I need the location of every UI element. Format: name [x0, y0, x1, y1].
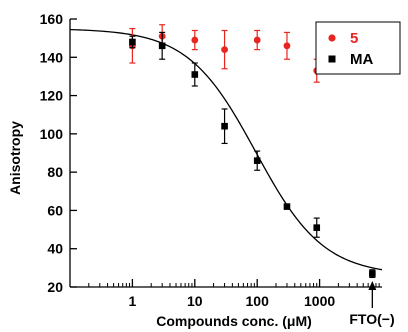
data-point	[283, 203, 291, 210]
legend-marker	[328, 34, 336, 42]
y-axis-title: Anisotropy	[7, 121, 23, 195]
x-tick-label: 1000	[304, 293, 335, 309]
data-point	[253, 157, 261, 164]
legend-box	[315, 21, 401, 75]
data-point	[369, 270, 376, 277]
y-tick-label: 100	[40, 126, 64, 142]
y-tick-label: 40	[47, 241, 63, 257]
fto-annotation-label: FTO(−)	[349, 311, 394, 327]
legend-label: 5	[350, 30, 358, 47]
legend: 5 MA	[315, 21, 401, 75]
x-axis-title: Compounds conc. (μM)	[156, 313, 312, 329]
y-tick-label: 60	[47, 202, 63, 218]
data-point	[253, 36, 261, 44]
y-tick-label: 80	[47, 164, 63, 180]
data-point	[191, 71, 199, 78]
fit-curve	[69, 28, 383, 271]
x-tick-label: 1	[129, 293, 137, 309]
annotation-arrow-head	[368, 281, 377, 290]
data-point	[191, 36, 199, 44]
data-point	[221, 46, 228, 54]
series-compound-5	[129, 24, 321, 83]
y-tick-label: 160	[40, 11, 64, 27]
data-point	[313, 224, 321, 231]
data-series-layer	[129, 24, 376, 279]
annotation-layer: FTO(−)	[349, 281, 395, 327]
y-tick-label: 20	[47, 279, 63, 295]
y-tick-label: 140	[40, 49, 64, 65]
series-ma	[129, 31, 376, 279]
x-tick-label: 100	[246, 293, 270, 309]
fit-curve-layer	[69, 28, 383, 271]
legend-marker	[328, 55, 336, 63]
legend-label: MA	[350, 51, 373, 68]
data-point	[283, 42, 291, 50]
data-point	[129, 38, 136, 46]
data-point	[221, 122, 228, 130]
x-tick-label: 10	[187, 293, 203, 309]
axes-layer: Compounds conc. (μM) Anisotropy 20 40 60 80…	[7, 11, 382, 329]
data-point	[158, 42, 166, 50]
y-tick-label: 120	[40, 88, 64, 104]
